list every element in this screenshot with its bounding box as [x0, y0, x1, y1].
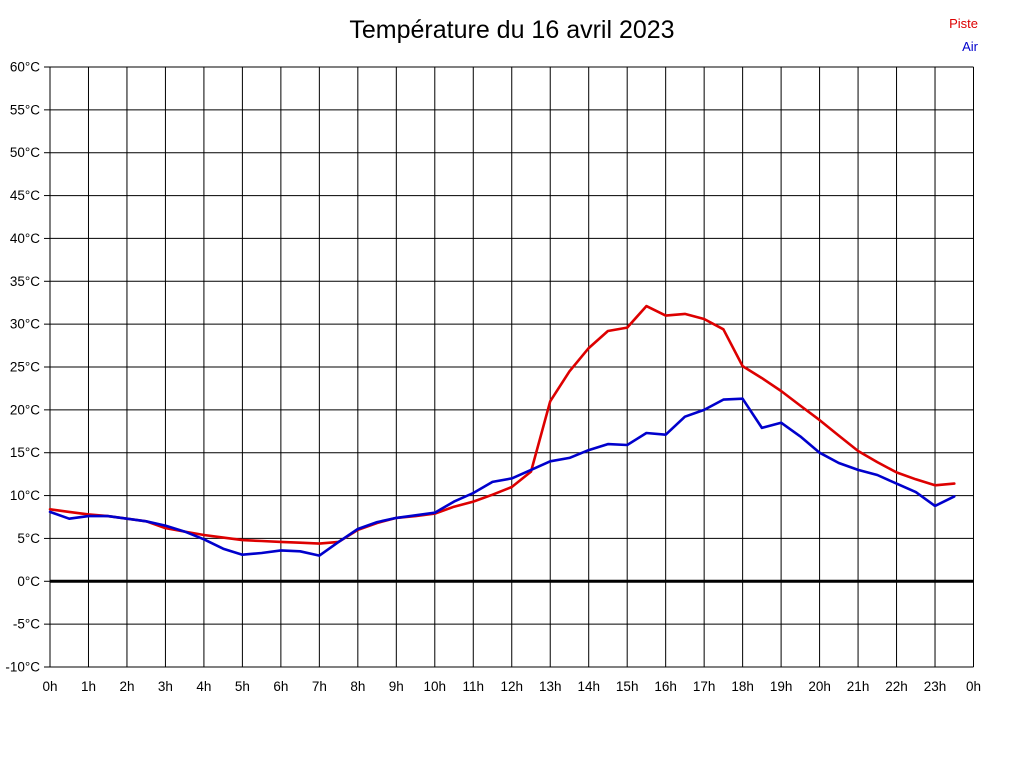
x-tick-label: 17h: [693, 679, 716, 694]
legend-item-air: Air: [962, 39, 978, 54]
x-tick-label: 0h: [42, 679, 57, 694]
y-tick-label: 60°C: [10, 60, 40, 75]
y-tick-label: 45°C: [10, 188, 40, 203]
x-tick-label: 21h: [847, 679, 870, 694]
y-tick-label: 10°C: [10, 488, 40, 503]
y-tick-label: 20°C: [10, 402, 40, 417]
x-tick-label: 0h: [966, 679, 981, 694]
y-tick-label: 15°C: [10, 445, 40, 460]
x-tick-label: 20h: [808, 679, 831, 694]
chart-title: Température du 16 avril 2023: [349, 16, 675, 44]
y-tick-label: 0°C: [17, 574, 40, 589]
x-tick-label: 22h: [885, 679, 908, 694]
x-tick-label: 10h: [424, 679, 447, 694]
legend-item-piste: Piste: [949, 16, 978, 31]
y-tick-label: -5°C: [13, 617, 40, 632]
y-tick-label: 25°C: [10, 360, 40, 375]
x-tick-label: 12h: [500, 679, 523, 694]
x-tick-label: 3h: [158, 679, 173, 694]
x-tick-label: 8h: [350, 679, 365, 694]
y-tick-label: 5°C: [17, 531, 40, 546]
air-temperature-line: [48, 397, 956, 557]
y-tick-label: 55°C: [10, 102, 40, 117]
x-tick-label: 23h: [924, 679, 947, 694]
piste-temperature-line: [48, 304, 956, 545]
x-tick-label: 15h: [616, 679, 639, 694]
x-tick-label: 5h: [235, 679, 250, 694]
x-tick-label: 6h: [273, 679, 288, 694]
x-tick-label: 1h: [81, 679, 96, 694]
x-tick-label: 19h: [770, 679, 793, 694]
y-tick-label: 30°C: [10, 317, 40, 332]
y-tick-label: 50°C: [10, 145, 40, 160]
x-tick-label: 7h: [312, 679, 327, 694]
x-tick-label: 16h: [654, 679, 677, 694]
x-tick-label: 4h: [196, 679, 211, 694]
y-tick-label: -10°C: [5, 660, 40, 675]
x-tick-label: 14h: [577, 679, 600, 694]
y-tick-label: 35°C: [10, 274, 40, 289]
x-tick-label: 18h: [731, 679, 754, 694]
chart-legend: Piste Air: [949, 12, 978, 58]
x-tick-label: 13h: [539, 679, 562, 694]
x-tick-label: 2h: [119, 679, 134, 694]
x-tick-label: 9h: [389, 679, 404, 694]
y-tick-label: 40°C: [10, 231, 40, 246]
x-tick-label: 11h: [463, 679, 485, 694]
